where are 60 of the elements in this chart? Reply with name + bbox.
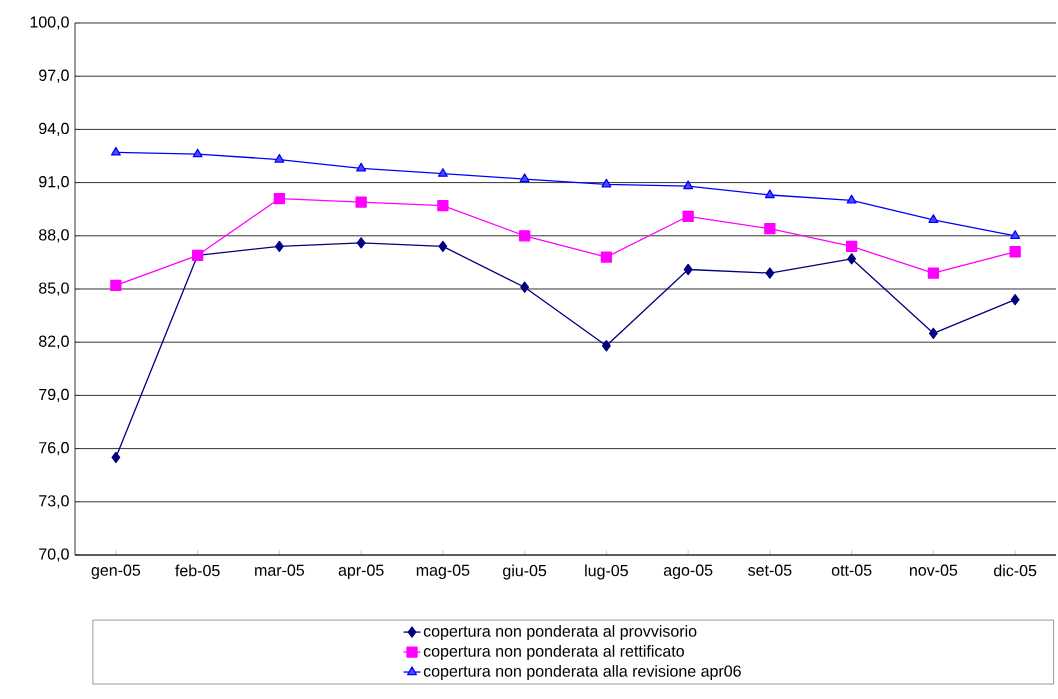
y-tick-label: 94,0 (39, 122, 69, 136)
point (765, 267, 775, 279)
point (518, 230, 531, 242)
point (355, 196, 367, 208)
point (356, 162, 367, 172)
point (928, 327, 938, 339)
y-tick-label: 85,0 (39, 282, 69, 296)
legend-label: copertura non ponderata al provvisorio (423, 625, 697, 641)
x-tick-label: set-05 (748, 564, 792, 576)
x-tick-label: nov-05 (909, 564, 958, 576)
point (110, 146, 121, 156)
point (683, 180, 694, 190)
y-tick-label: 88,0 (39, 229, 69, 243)
y-tick-label: 79,0 (39, 388, 69, 403)
x-tick-label: apr-05 (338, 564, 384, 580)
x-tick-label: lug-05 (585, 564, 628, 580)
point (601, 178, 612, 188)
y-tick-label: 82,0 (39, 335, 69, 349)
point (764, 189, 775, 199)
x-tick-label: ott-05 (831, 564, 872, 576)
point (520, 281, 530, 293)
x-tick-label: mag-05 (416, 564, 470, 580)
point (1010, 293, 1020, 306)
point (927, 267, 940, 279)
point (519, 173, 530, 183)
y-tick-label: 73,0 (39, 495, 69, 509)
y-tick-label: 100,0 (30, 16, 69, 30)
x-tick-label: ago-05 (663, 564, 713, 580)
legend-label: copertura non ponderata al rettificato (423, 645, 684, 660)
y-tick-label: 91,0 (39, 175, 69, 190)
point (110, 279, 122, 292)
point (847, 253, 857, 265)
point (274, 240, 284, 253)
point (601, 340, 611, 352)
point (1009, 246, 1021, 258)
point (274, 153, 285, 163)
point (928, 214, 939, 223)
point (600, 251, 613, 263)
point (273, 192, 286, 205)
y-tick-label: 97,0 (39, 69, 69, 83)
point (682, 210, 694, 222)
point (111, 451, 121, 464)
x-tick-label: dic-05 (994, 564, 1037, 577)
point (845, 240, 858, 253)
point (192, 148, 203, 158)
point (437, 200, 449, 212)
point (764, 223, 776, 235)
point (437, 168, 448, 177)
x-tick-label: mar-05 (255, 564, 305, 576)
y-tick-label: 70,0 (39, 548, 69, 562)
point (438, 240, 448, 253)
point (846, 194, 857, 204)
y-tick-label: 76,0 (39, 441, 69, 456)
x-tick-label: feb-05 (175, 564, 220, 577)
x-tick-label: gen-05 (91, 564, 141, 580)
point (356, 237, 366, 249)
point (683, 263, 693, 276)
point (1010, 230, 1021, 239)
legend-label: copertura non ponderata alla revisione apr06 (423, 665, 741, 680)
x-tick-label: giu-05 (503, 564, 547, 580)
